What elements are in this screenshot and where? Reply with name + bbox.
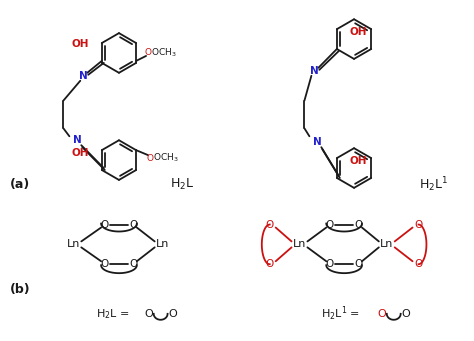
Text: O: O [265,220,274,229]
Text: O: O [168,309,177,319]
Text: OCH$_3$: OCH$_3$ [153,152,179,164]
Text: H$_2$L$^1$ =: H$_2$L$^1$ = [321,305,362,323]
Text: O: O [355,220,363,229]
Text: O: O [146,153,154,163]
Text: OH: OH [350,27,367,37]
Text: O: O [145,48,152,58]
Text: O: O [145,309,153,319]
Text: Ln: Ln [293,239,306,249]
Text: O: O [325,259,333,269]
Text: O: O [414,259,423,269]
Text: (a): (a) [9,178,30,191]
Text: N: N [73,135,82,145]
Text: O: O [100,220,108,229]
Text: Ln: Ln [156,239,169,249]
Text: O: O [325,220,333,229]
Text: (b): (b) [9,283,30,296]
Text: O: O [130,220,138,229]
Text: OH: OH [71,148,89,158]
Text: O: O [377,309,386,319]
Text: H$_2$L =: H$_2$L = [96,307,131,321]
Text: Ln: Ln [67,239,80,249]
Text: OCH$_3$: OCH$_3$ [151,47,177,59]
Text: O: O [401,309,410,319]
Text: N: N [313,137,322,147]
Text: N: N [310,66,319,76]
Text: H$_2$L$^1$: H$_2$L$^1$ [419,176,448,194]
Text: O: O [100,259,108,269]
Text: H$_2$L: H$_2$L [170,177,195,192]
Text: O: O [355,259,363,269]
Text: O: O [414,220,423,229]
Text: O: O [265,259,274,269]
Text: OH: OH [71,39,89,49]
Text: O: O [130,259,138,269]
Text: N: N [79,71,88,81]
Text: Ln: Ln [380,239,393,249]
Text: OH: OH [350,156,367,166]
